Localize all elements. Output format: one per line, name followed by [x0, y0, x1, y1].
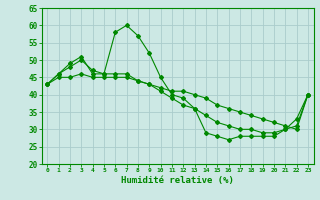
X-axis label: Humidité relative (%): Humidité relative (%)	[121, 176, 234, 185]
